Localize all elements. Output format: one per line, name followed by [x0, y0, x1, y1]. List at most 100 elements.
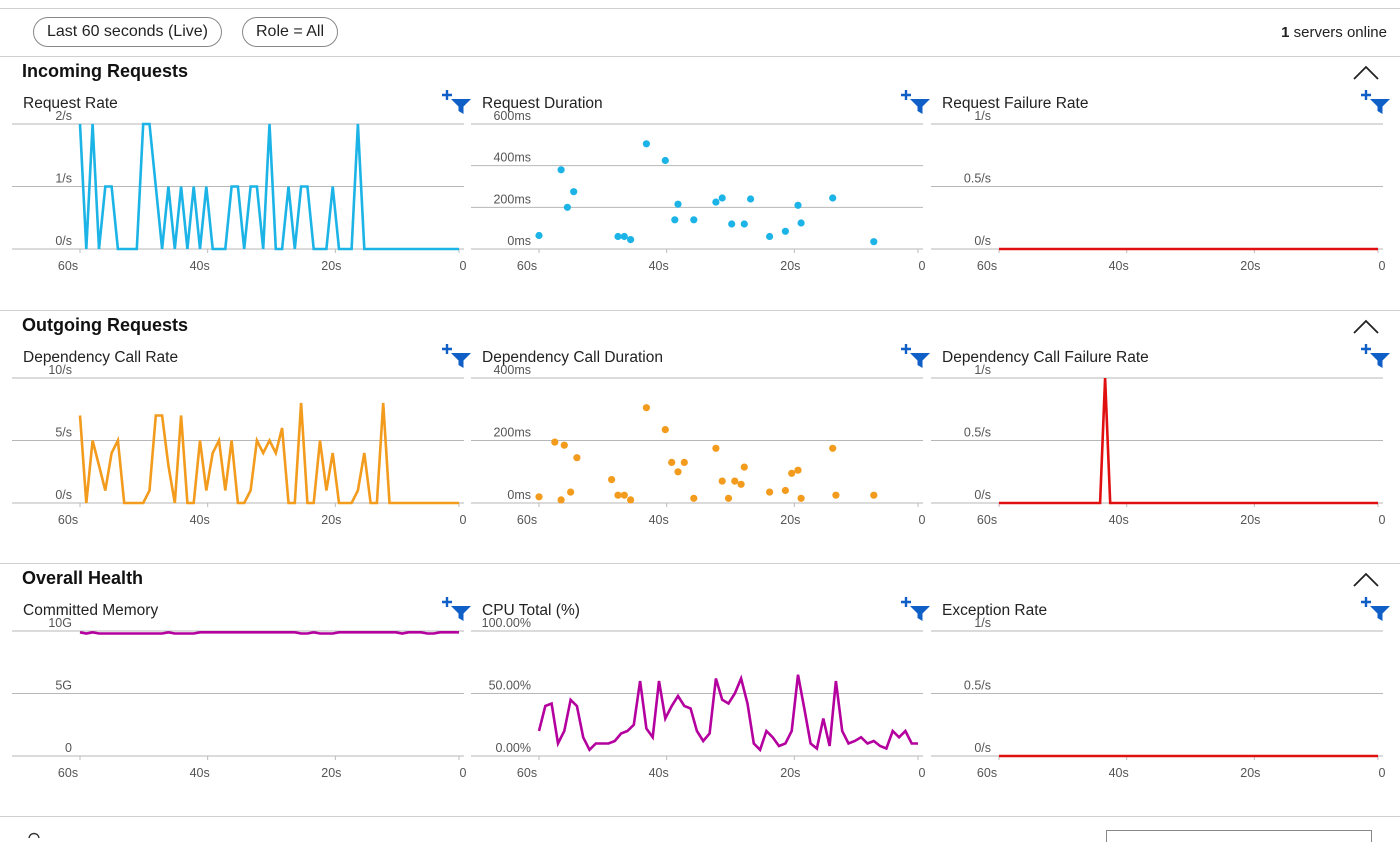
- x-tick-label: 60s: [517, 766, 537, 780]
- time-range-button[interactable]: Last 60 seconds (Live): [33, 17, 222, 47]
- x-tick-label: 60s: [58, 766, 78, 780]
- chart-plot: 400ms 200ms 0ms 60s 40s 20s 0: [471, 363, 926, 527]
- data-point: [788, 469, 796, 477]
- y-tick-label: 0/s: [974, 741, 991, 755]
- x-tick-label: 0: [919, 766, 926, 780]
- add-filter-icon[interactable]: [1361, 596, 1391, 622]
- x-tick-label: 20s: [780, 766, 800, 780]
- data-point: [573, 454, 581, 462]
- y-tick-label: 50.00%: [489, 679, 531, 693]
- section-title: Incoming Requests: [22, 61, 189, 81]
- y-tick-label: 0ms: [507, 488, 531, 502]
- y-tick-label: 0/s: [974, 488, 991, 502]
- partial-input-box[interactable]: [1106, 830, 1372, 842]
- x-tick-label: 40s: [190, 513, 210, 527]
- data-point: [712, 444, 720, 452]
- data-point: [766, 488, 774, 496]
- y-tick-label: 400ms: [493, 151, 531, 165]
- data-point: [535, 493, 543, 501]
- role-filter-button[interactable]: Role = All: [242, 17, 339, 47]
- chevron-up-icon[interactable]: [1352, 63, 1380, 81]
- chart-plot: 1/s 0.5/s 0/s 60s 40s 20s 0: [931, 616, 1386, 780]
- y-tick-label: 5/s: [55, 426, 72, 440]
- add-filter-icon[interactable]: [1361, 89, 1391, 115]
- data-point: [829, 444, 837, 452]
- y-tick-label: 1/s: [974, 363, 991, 377]
- add-filter-icon[interactable]: [442, 596, 472, 622]
- x-tick-label: 0: [460, 513, 467, 527]
- servers-count: 1: [1281, 24, 1290, 41]
- add-filter-icon[interactable]: [901, 343, 931, 369]
- add-filter-icon[interactable]: [901, 89, 931, 115]
- chart-dependency-call-duration: Dependency Call Duration 400ms 200ms 0ms 60s…: [471, 341, 931, 561]
- data-point: [680, 458, 688, 466]
- x-tick-label: 20s: [1240, 513, 1260, 527]
- series-line: [999, 377, 1378, 505]
- data-point: [737, 480, 745, 488]
- y-tick-label: 0.00%: [496, 741, 531, 755]
- chart-request-failure-rate: Request Failure Rate 1/s 0.5/s 0/s 60s 40s 20s…: [931, 87, 1391, 307]
- data-point: [781, 227, 789, 235]
- x-tick-label: 40s: [649, 766, 669, 780]
- x-tick-label: 20s: [321, 513, 341, 527]
- add-filter-icon[interactable]: [442, 89, 472, 115]
- x-tick-label: 60s: [58, 513, 78, 527]
- y-tick-label: 2/s: [55, 109, 72, 123]
- data-point: [567, 488, 575, 496]
- add-filter-icon[interactable]: [1361, 343, 1391, 369]
- data-point: [832, 491, 840, 499]
- data-point: [724, 494, 733, 502]
- toolbar: Last 60 seconds (Live) Role = All 1 serv…: [0, 15, 1400, 51]
- y-tick-label: 1/s: [974, 109, 991, 123]
- series-line: [537, 674, 918, 753]
- chart-plot: 100.00% 50.00% 0.00% 60s 40s 20s 0: [471, 616, 926, 780]
- data-point: [551, 438, 559, 446]
- data-point: [620, 491, 628, 499]
- data-point: [563, 203, 571, 211]
- data-point: [728, 220, 736, 228]
- chart-title: Exception Rate: [942, 602, 1048, 619]
- x-tick-label: 40s: [649, 259, 669, 273]
- data-point: [870, 238, 878, 246]
- data-point: [690, 216, 698, 224]
- data-point: [614, 491, 622, 499]
- chart-plot: 600ms 400ms 200ms 0ms 60s 40s 20s 0: [471, 109, 926, 273]
- data-point: [797, 219, 805, 227]
- x-tick-label: 40s: [190, 259, 210, 273]
- y-tick-label: 10G: [48, 616, 72, 630]
- data-point: [661, 426, 669, 434]
- data-point: [740, 463, 748, 471]
- x-tick-label: 0: [919, 259, 926, 273]
- data-point: [794, 466, 802, 474]
- y-tick-label: 200ms: [493, 426, 531, 440]
- data-point: [627, 236, 635, 244]
- chevron-up-icon[interactable]: [1352, 317, 1380, 335]
- x-tick-label: 60s: [517, 513, 537, 527]
- y-tick-label: 0/s: [55, 234, 72, 248]
- x-tick-label: 0: [460, 259, 467, 273]
- x-tick-label: 40s: [1109, 513, 1129, 527]
- chart-plot: 10G 5G 0 60s 40s 20s 0: [12, 616, 467, 780]
- y-tick-label: 0/s: [55, 488, 72, 502]
- x-tick-label: 40s: [649, 513, 669, 527]
- series-line: [79, 630, 459, 635]
- data-point: [766, 232, 774, 241]
- x-tick-label: 20s: [321, 259, 341, 273]
- data-point: [740, 220, 748, 228]
- add-filter-icon[interactable]: [901, 596, 931, 622]
- data-point: [560, 441, 568, 449]
- chart-title: Request Duration: [482, 95, 603, 112]
- partial-icon: [28, 832, 40, 839]
- data-point: [642, 140, 650, 148]
- data-point: [718, 194, 726, 202]
- data-point: [642, 404, 650, 412]
- chart-title: Request Rate: [23, 95, 118, 112]
- y-tick-label: 0ms: [507, 234, 531, 248]
- data-point: [797, 494, 805, 502]
- section-incoming-requests: Incoming Requests Request Rate 2/s 1/s 0/s 60…: [0, 56, 1400, 310]
- x-tick-label: 20s: [780, 513, 800, 527]
- section-outgoing-requests: Outgoing Requests Dependency Call Rate 10/…: [0, 310, 1400, 564]
- chevron-up-icon[interactable]: [1352, 570, 1380, 588]
- add-filter-icon[interactable]: [442, 343, 472, 369]
- chart-plot: 10/s 5/s 0/s 60s 40s 20s 0: [12, 363, 467, 527]
